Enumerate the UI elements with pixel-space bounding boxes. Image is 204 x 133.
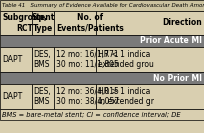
Text: DAPT: DAPT xyxy=(2,92,22,101)
Bar xyxy=(0,47,32,72)
Bar xyxy=(54,84,96,109)
Bar xyxy=(54,47,96,72)
Text: HR > 1 indica
in extended gr: HR > 1 indica in extended gr xyxy=(98,87,154,106)
Text: No Prior MI: No Prior MI xyxy=(153,74,202,83)
Bar xyxy=(0,84,32,109)
Bar xyxy=(0,109,204,120)
Text: Stent
Type: Stent Type xyxy=(31,13,54,33)
Bar xyxy=(32,11,54,35)
Text: 12 mo: 16/1,771
30 mo: 11/1,805: 12 mo: 16/1,771 30 mo: 11/1,805 xyxy=(56,50,119,69)
Bar xyxy=(0,0,204,11)
Text: No. of
Events/Patients: No. of Events/Patients xyxy=(56,13,124,33)
Bar xyxy=(32,84,54,109)
Bar xyxy=(0,35,204,47)
Bar xyxy=(0,11,32,35)
Bar xyxy=(96,84,204,109)
Bar xyxy=(54,11,96,35)
Bar xyxy=(96,11,204,35)
Text: 12 mo: 36/4,015
30 mo: 38/4,057: 12 mo: 36/4,015 30 mo: 38/4,057 xyxy=(56,87,119,106)
Text: DAPT: DAPT xyxy=(2,55,22,64)
Bar xyxy=(0,72,204,84)
Text: HR < 1 indica
extended grou: HR < 1 indica extended grou xyxy=(98,50,154,69)
Bar xyxy=(96,47,204,72)
Text: Prior Acute MI: Prior Acute MI xyxy=(140,36,202,45)
Text: BMS = bare-metal stent; CI = confidence interval; DE: BMS = bare-metal stent; CI = confidence … xyxy=(2,112,181,118)
Text: Subgroup,
RCT: Subgroup, RCT xyxy=(2,13,47,33)
Text: DES,
BMS: DES, BMS xyxy=(34,87,51,106)
Text: DES,
BMS: DES, BMS xyxy=(34,50,51,69)
Bar xyxy=(32,47,54,72)
Text: Table 41   Summary of Evidence Available for Cardiovascular Death Among Patients: Table 41 Summary of Evidence Available f… xyxy=(2,3,204,8)
Text: Direction: Direction xyxy=(162,18,202,27)
